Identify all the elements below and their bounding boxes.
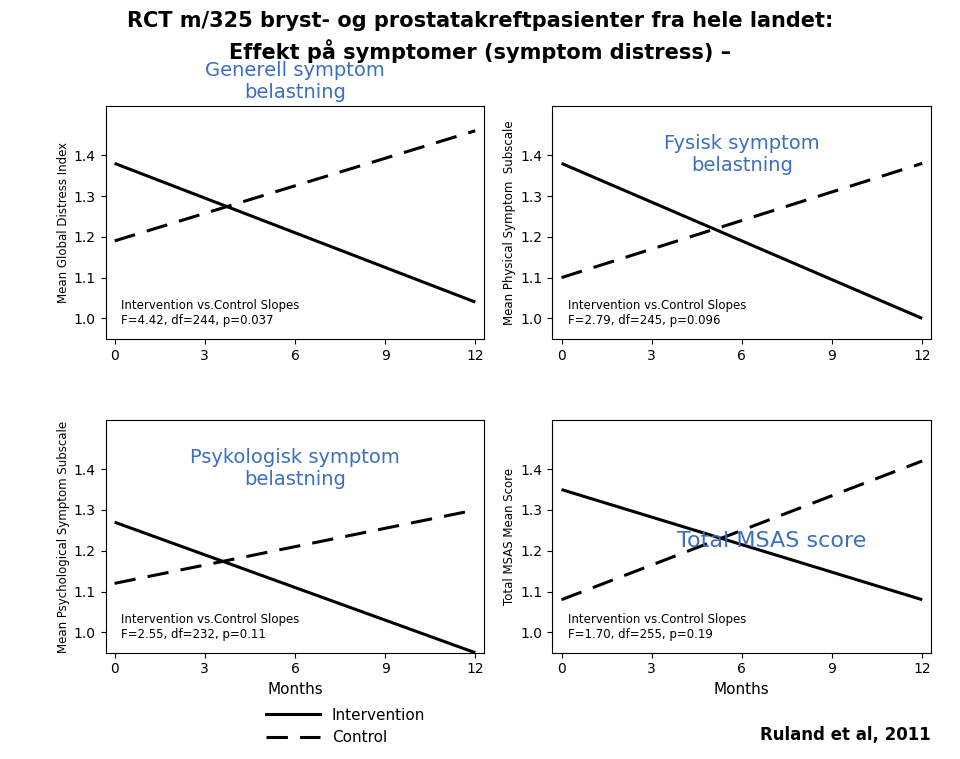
Text: Effekt på symptomer (symptom distress) –: Effekt på symptomer (symptom distress) –	[228, 39, 732, 63]
Text: Fysisk symptom
belastning: Fysisk symptom belastning	[664, 134, 820, 175]
Legend: Intervention, Control: Intervention, Control	[260, 701, 431, 751]
Text: Intervention vs.Control Slopes
F=2.55, df=232, p=0.11: Intervention vs.Control Slopes F=2.55, d…	[121, 613, 300, 641]
Text: RCT m/325 bryst- og prostatakreftpasienter fra hele landet:: RCT m/325 bryst- og prostatakreftpasient…	[127, 11, 833, 31]
Text: Intervention vs.Control Slopes
F=2.79, df=245, p=0.096: Intervention vs.Control Slopes F=2.79, d…	[567, 299, 746, 327]
X-axis label: Months: Months	[267, 682, 323, 697]
X-axis label: Months: Months	[714, 682, 770, 697]
Title: Generell symptom
belastning: Generell symptom belastning	[205, 61, 385, 102]
Text: Intervention vs.Control Slopes
F=4.42, df=244, p=0.037: Intervention vs.Control Slopes F=4.42, d…	[121, 299, 300, 327]
Text: Total MSAS score: Total MSAS score	[678, 531, 867, 551]
Y-axis label: Mean Psychological Symptom Subscale: Mean Psychological Symptom Subscale	[57, 420, 69, 653]
Text: Ruland et al, 2011: Ruland et al, 2011	[760, 726, 931, 744]
Y-axis label: Mean Physical Symptom  Subscale: Mean Physical Symptom Subscale	[503, 120, 516, 325]
Text: Intervention vs.Control Slopes
F=1.70, df=255, p=0.19: Intervention vs.Control Slopes F=1.70, d…	[567, 613, 746, 641]
Text: Psykologisk symptom
belastning: Psykologisk symptom belastning	[190, 448, 399, 489]
Y-axis label: Total MSAS Mean Score: Total MSAS Mean Score	[503, 468, 516, 605]
Y-axis label: Mean Global Distress Index: Mean Global Distress Index	[57, 142, 69, 303]
